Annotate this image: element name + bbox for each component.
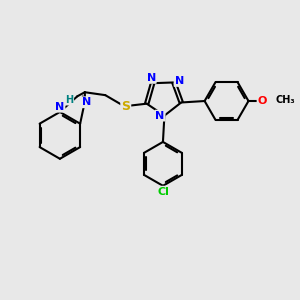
Text: CH₃: CH₃ [276, 95, 296, 105]
Text: S: S [121, 100, 130, 113]
Text: N: N [146, 73, 156, 83]
Text: H: H [65, 95, 73, 105]
Text: N: N [55, 102, 64, 112]
Text: N: N [82, 97, 91, 107]
Text: N: N [175, 76, 184, 86]
Text: Cl: Cl [157, 187, 169, 197]
Text: O: O [257, 96, 267, 106]
Text: N: N [155, 111, 165, 121]
